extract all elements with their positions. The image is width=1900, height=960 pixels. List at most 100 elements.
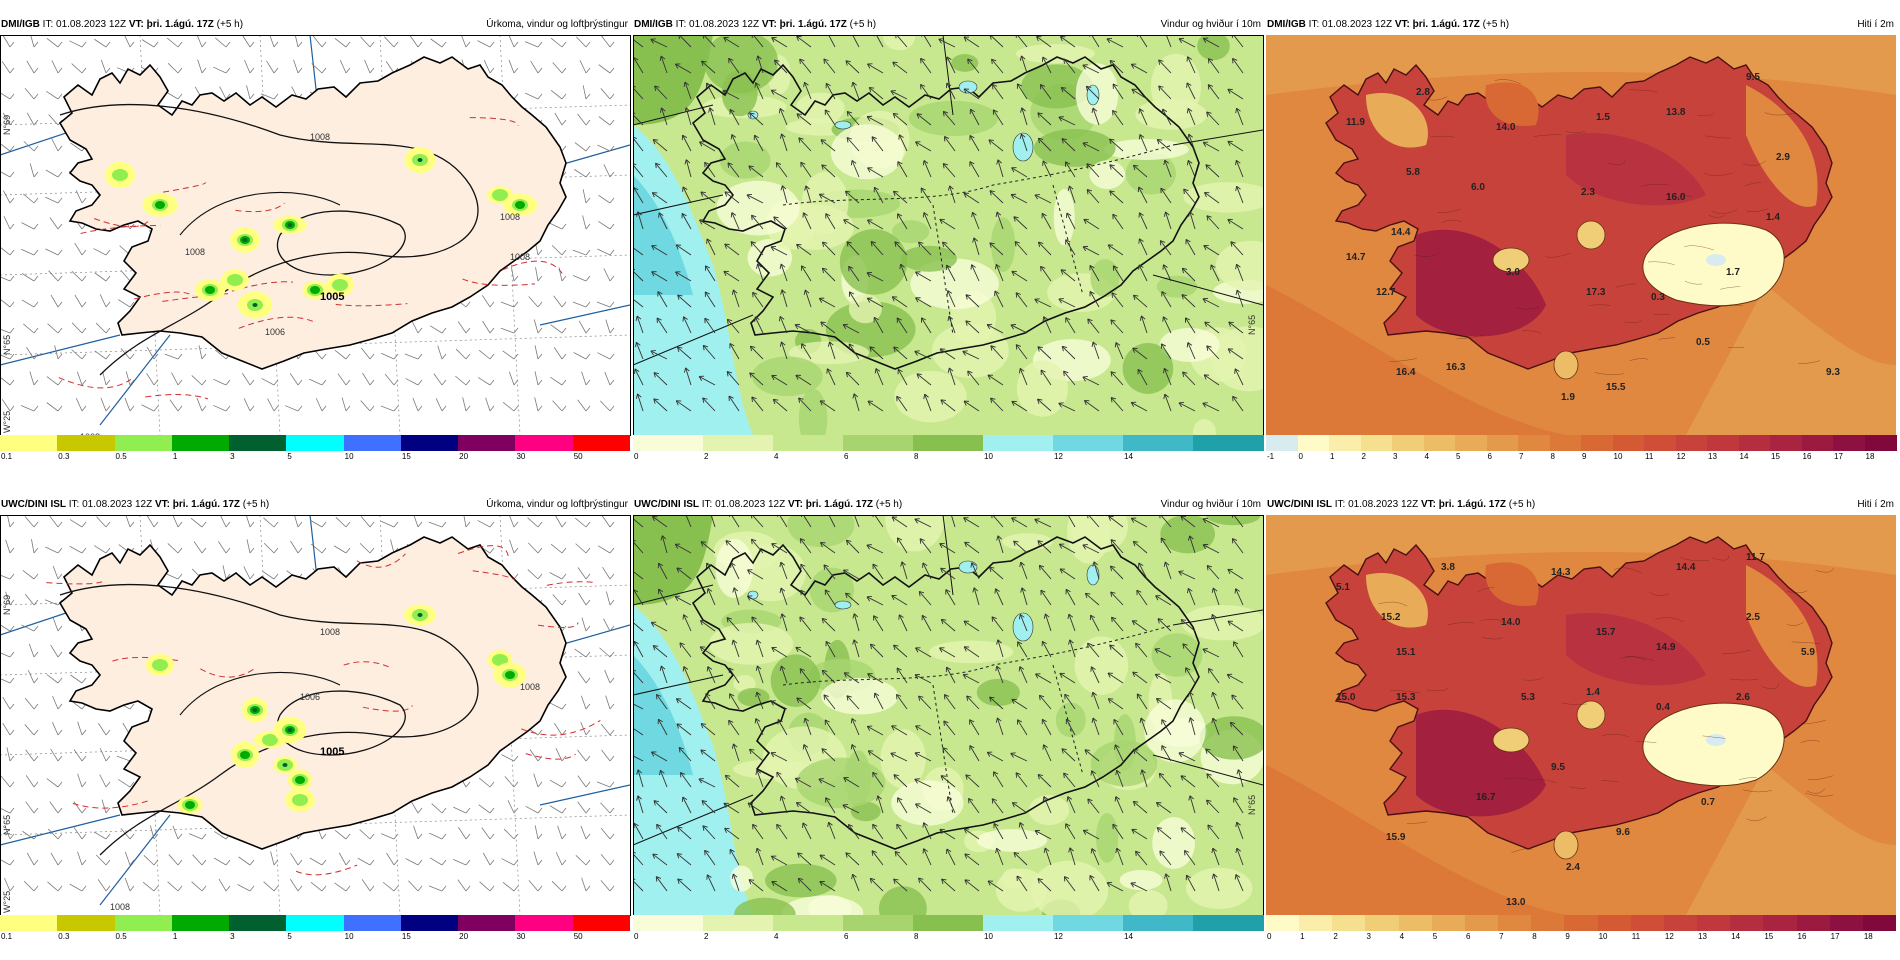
colorbar-label: 17 (1831, 932, 1840, 942)
valid-time-label: VT: (1395, 19, 1413, 30)
colorbar-swatch (1802, 435, 1834, 451)
colorbar-swatch (703, 915, 774, 931)
colorbar-label: 0.1 (1, 452, 12, 462)
colorbar-label: 0 (634, 932, 638, 942)
colorbar-swatch (115, 915, 173, 931)
isobar-label: 1008 (520, 682, 540, 692)
map-area: N°65 (633, 35, 1263, 435)
temperature-label: 16.7 (1476, 792, 1496, 803)
model-run-info: DMI/IGB IT: 01.08.2023 12Z VT: þri. 1.ág… (1267, 15, 1509, 35)
colorbar-label: 0 (1299, 452, 1303, 462)
colorbar-swatch (1598, 915, 1632, 931)
colorbar-label: 14 (1124, 452, 1133, 462)
map-area: 1008100810081005100810081006N°69N°65W°25 (0, 35, 630, 435)
colorbar-label: 10 (1599, 932, 1608, 942)
isobar-label: 1008 (185, 247, 205, 257)
colorbar-swatch (1581, 435, 1613, 451)
init-time: 01.08.2023 12Z (1348, 499, 1421, 510)
model-run-info: UWC/DINI ISL IT: 01.08.2023 12Z VT: þri.… (634, 495, 902, 515)
init-time-label: IT: (699, 499, 715, 510)
isobar-label: 1005 (320, 746, 344, 758)
colorbar-swatch (1613, 435, 1645, 451)
colorbar-swatch (229, 915, 287, 931)
temperature-label: 14.0 (1501, 617, 1521, 628)
colorbar-label: 14 (1731, 932, 1740, 942)
colorbar-label: 14 (1740, 452, 1749, 462)
temperature-label: 13.8 (1666, 107, 1686, 118)
colorbar-label: 10 (1614, 452, 1623, 462)
panel-header: UWC/DINI ISL IT: 01.08.2023 12Z VT: þri.… (633, 495, 1263, 515)
temperature-label: 12.7 (1376, 287, 1396, 298)
colorbar-label: 20 (459, 452, 468, 462)
valid-time-label: VT: (762, 19, 780, 30)
colorbar-label: 5 (287, 932, 291, 942)
colorbar-swatch (1863, 915, 1897, 931)
model-name: UWC/DINI ISL (634, 499, 699, 510)
temperature-label: 15.7 (1596, 627, 1616, 638)
colorbar-swatch (57, 915, 115, 931)
colorbar-swatch (633, 915, 704, 931)
colorbar-swatch (0, 435, 58, 451)
temperature-label: 0.4 (1656, 702, 1670, 713)
graticule-label: W°25 (2, 411, 12, 433)
colorbar-label: 5 (1433, 932, 1437, 942)
colorbar-label: 8 (1532, 932, 1536, 942)
valid-time-label: VT: (129, 19, 147, 30)
temperature-label: 5.9 (1801, 647, 1815, 658)
colorbar-swatch (773, 915, 844, 931)
panel-header: DMI/IGB IT: 01.08.2023 12Z VT: þri. 1.ág… (1266, 15, 1896, 35)
colorbar-label: 1 (1300, 932, 1304, 942)
colorbar-swatch (1697, 915, 1731, 931)
colorbar-label: 5 (287, 452, 291, 462)
colorbar-swatch (1123, 435, 1194, 451)
panel-title: Úrkoma, vindur og loftþrýstingur (486, 15, 628, 35)
init-time: 01.08.2023 12Z (1322, 19, 1395, 30)
init-time: 01.08.2023 12Z (82, 499, 155, 510)
colorbar-label: 14 (1124, 932, 1133, 942)
init-time: 01.08.2023 12Z (56, 19, 129, 30)
colorbar-label: 10 (345, 452, 354, 462)
colorbar-label: 15 (402, 452, 411, 462)
temperature-label: 14.7 (1346, 252, 1366, 263)
colorbar-label: 6 (844, 452, 848, 462)
colorbar-swatch (229, 435, 287, 451)
model-run-info: DMI/IGB IT: 01.08.2023 12Z VT: þri. 1.ág… (1, 15, 243, 35)
model-name: DMI/IGB (1267, 19, 1306, 30)
colorbar-swatch (1299, 915, 1333, 931)
temperature-label: 0.5 (1696, 337, 1710, 348)
temperature-label: 0.7 (1701, 797, 1715, 808)
colorbar-label: 12 (1054, 452, 1063, 462)
model-name: UWC/DINI ISL (1267, 499, 1332, 510)
isobar-label: 1008 (510, 252, 530, 262)
valid-time: þri. 1.ágú. 17Z (173, 499, 240, 510)
temperature-label: 2.5 (1746, 612, 1760, 623)
init-time-label: IT: (1306, 19, 1322, 30)
colorbar-label: 6 (844, 932, 848, 942)
temperature-label: 2.3 (1581, 187, 1595, 198)
temperature-label: 1.9 (1561, 392, 1575, 403)
panel-dmi-precip: DMI/IGB IT: 01.08.2023 12Z VT: þri. 1.ág… (0, 15, 630, 480)
colorbar-swatch (0, 915, 58, 931)
colorbar-label: 10 (984, 452, 993, 462)
colorbar-swatch (515, 915, 573, 931)
model-run-info: DMI/IGB IT: 01.08.2023 12Z VT: þri. 1.ág… (634, 15, 876, 35)
valid-time-label: VT: (155, 499, 173, 510)
colorbar-label: 18 (1866, 452, 1875, 462)
colorbar-swatch (1332, 915, 1366, 931)
temperature-label: 15.9 (1386, 832, 1406, 843)
colorbar-swatch (1498, 915, 1532, 931)
colorbar-swatch (1392, 435, 1424, 451)
colorbar-swatch (286, 435, 344, 451)
colorbar-swatch (1763, 915, 1797, 931)
colorbar-label: 0.5 (116, 452, 127, 462)
colorbar-label: 12 (1665, 932, 1674, 942)
colorbar-swatch (458, 435, 516, 451)
colorbar-label: 6 (1466, 932, 1470, 942)
colorbar-swatch (401, 915, 459, 931)
colorbar-swatch (1770, 435, 1802, 451)
